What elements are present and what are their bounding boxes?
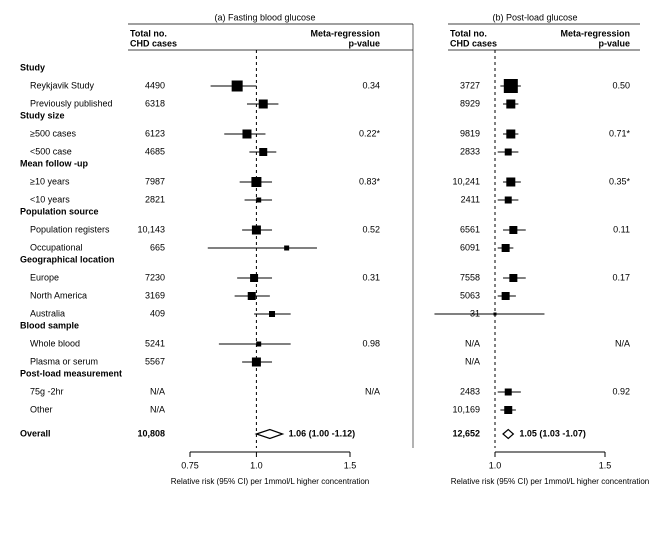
svg-text:Relative risk (95% CI) per 1mm: Relative risk (95% CI) per 1mmol/L highe…	[451, 477, 649, 486]
svg-text:3169: 3169	[145, 290, 165, 300]
svg-text:10,808: 10,808	[137, 428, 165, 438]
svg-text:2483: 2483	[460, 386, 480, 396]
svg-text:2821: 2821	[145, 194, 165, 204]
svg-text:409: 409	[150, 308, 165, 318]
svg-text:Occupational: Occupational	[30, 242, 83, 252]
svg-text:10,143: 10,143	[137, 224, 165, 234]
svg-text:0.50: 0.50	[612, 80, 630, 90]
svg-text:10,241: 10,241	[452, 176, 480, 186]
svg-text:1.5: 1.5	[344, 460, 357, 470]
svg-text:Study size: Study size	[20, 110, 65, 120]
svg-text:6123: 6123	[145, 128, 165, 138]
svg-text:Meta-regression: Meta-regression	[310, 28, 380, 38]
svg-text:8929: 8929	[460, 98, 480, 108]
svg-text:6091: 6091	[460, 242, 480, 252]
svg-text:6561: 6561	[460, 224, 480, 234]
svg-text:5567: 5567	[145, 356, 165, 366]
svg-text:4685: 4685	[145, 146, 165, 156]
svg-text:6318: 6318	[145, 98, 165, 108]
svg-text:<10 years: <10 years	[30, 194, 70, 204]
svg-text:Study: Study	[20, 62, 45, 72]
svg-text:Europe: Europe	[30, 272, 59, 282]
svg-text:0.92: 0.92	[612, 386, 630, 396]
svg-text:Post-load measurement: Post-load measurement	[20, 368, 122, 378]
svg-text:Mean follow -up: Mean follow -up	[20, 158, 88, 168]
svg-text:N/A: N/A	[465, 356, 480, 366]
svg-text:1.0: 1.0	[250, 460, 263, 470]
svg-text:0.98: 0.98	[362, 338, 380, 348]
svg-text:CHD cases: CHD cases	[450, 38, 497, 48]
svg-text:9819: 9819	[460, 128, 480, 138]
svg-text:<500 case: <500 case	[30, 146, 72, 156]
forest-plot: Total no.CHD casesMeta-regressionp-value…	[0, 0, 655, 558]
svg-text:p-value: p-value	[348, 38, 380, 48]
svg-text:Whole blood: Whole blood	[30, 338, 80, 348]
svg-text:10,169: 10,169	[452, 404, 480, 414]
svg-text:N/A: N/A	[150, 386, 165, 396]
svg-text:0.34: 0.34	[362, 80, 380, 90]
svg-text:Geographical location: Geographical location	[20, 254, 115, 264]
svg-text:N/A: N/A	[150, 404, 165, 414]
svg-text:Previously published: Previously published	[30, 98, 113, 108]
svg-text:0.75: 0.75	[181, 460, 199, 470]
svg-text:7558: 7558	[460, 272, 480, 282]
svg-text:Other: Other	[30, 404, 53, 414]
svg-text:0.17: 0.17	[612, 272, 630, 282]
svg-text:Plasma or serum: Plasma or serum	[30, 356, 98, 366]
svg-text:≥500 cases: ≥500 cases	[30, 128, 76, 138]
svg-text:Total no.: Total no.	[130, 28, 167, 38]
svg-text:N/A: N/A	[465, 338, 480, 348]
svg-text:2833: 2833	[460, 146, 480, 156]
svg-text:≥10 years: ≥10 years	[30, 176, 70, 186]
svg-text:4490: 4490	[145, 80, 165, 90]
svg-text:Total no.: Total no.	[450, 28, 487, 38]
svg-text:0.71*: 0.71*	[609, 128, 631, 138]
svg-text:0.11: 0.11	[613, 224, 630, 234]
svg-text:N/A: N/A	[615, 338, 630, 348]
svg-text:12,652: 12,652	[452, 428, 480, 438]
svg-text:75g -2hr: 75g -2hr	[30, 386, 64, 396]
svg-text:0.22*: 0.22*	[359, 128, 381, 138]
svg-text:Population source: Population source	[20, 206, 99, 216]
svg-text:North America: North America	[30, 290, 87, 300]
svg-text:1.5: 1.5	[599, 460, 612, 470]
svg-text:Reykjavik Study: Reykjavik Study	[30, 80, 95, 90]
svg-text:665: 665	[150, 242, 165, 252]
svg-text:Blood sample: Blood sample	[20, 320, 79, 330]
svg-text:5241: 5241	[145, 338, 165, 348]
svg-text:31: 31	[470, 308, 480, 318]
svg-text:Australia: Australia	[30, 308, 65, 318]
svg-text:Population registers: Population registers	[30, 224, 110, 234]
svg-text:1.0: 1.0	[489, 460, 502, 470]
svg-text:5063: 5063	[460, 290, 480, 300]
svg-text:7987: 7987	[145, 176, 165, 186]
svg-text:3727: 3727	[460, 80, 480, 90]
svg-text:0.31: 0.31	[362, 272, 380, 282]
svg-text:2411: 2411	[461, 194, 480, 204]
svg-text:CHD cases: CHD cases	[130, 38, 177, 48]
svg-text:(b) Post-load glucose: (b) Post-load glucose	[492, 12, 577, 22]
svg-text:1.06 (1.00 -1.12): 1.06 (1.00 -1.12)	[289, 428, 356, 438]
svg-text:Overall: Overall	[20, 428, 51, 438]
svg-text:0.83*: 0.83*	[359, 176, 381, 186]
svg-text:p-value: p-value	[598, 38, 630, 48]
svg-text:(a) Fasting blood glucose: (a) Fasting blood glucose	[214, 12, 315, 22]
svg-text:1.05 (1.03 -1.07): 1.05 (1.03 -1.07)	[519, 428, 586, 438]
svg-text:Relative risk (95% CI) per 1mm: Relative risk (95% CI) per 1mmol/L highe…	[171, 477, 369, 486]
svg-text:0.35*: 0.35*	[609, 176, 631, 186]
svg-text:N/A: N/A	[365, 386, 380, 396]
svg-text:0.52: 0.52	[362, 224, 380, 234]
svg-text:7230: 7230	[145, 272, 165, 282]
svg-text:Meta-regression: Meta-regression	[560, 28, 630, 38]
